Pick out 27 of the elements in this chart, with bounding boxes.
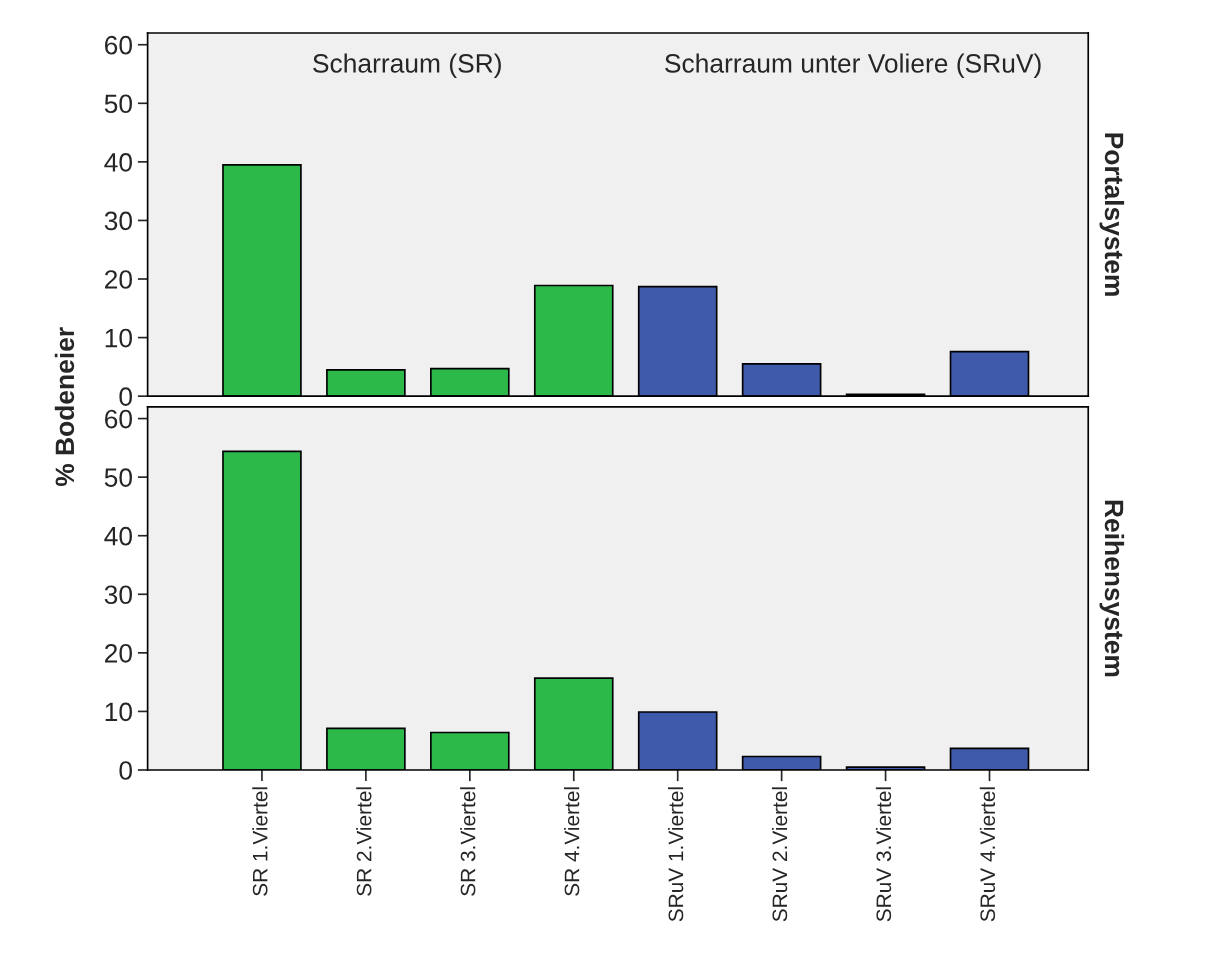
y-axis-title: % Bodeneier (54, 327, 75, 487)
x-tick-label: SRuV 3.Viertel (875, 787, 892, 922)
y-tick-label: 50 (104, 94, 133, 114)
y-tick-label: 10 (105, 702, 133, 722)
y-tick-label: 30 (104, 211, 133, 231)
y-tick-label: 40 (104, 153, 133, 172)
x-tick-label: SR 2.Viertel (356, 787, 372, 896)
y-tick-label: 20 (105, 270, 133, 289)
x-tick-label: SRuV 4.Viertel (979, 787, 996, 922)
y-tick-label: 30 (104, 585, 133, 605)
x-tick-label: SR 4.Viertel (564, 787, 580, 896)
annotation: Scharraum (SR) (313, 53, 501, 78)
y-tick-label: 0 (119, 387, 133, 406)
x-tick-label: SRuV 1.Viertel (667, 787, 684, 922)
y-tick-label: 60 (105, 35, 133, 55)
y-tick-label: 60 (105, 409, 133, 429)
y-tick-label: 10 (105, 328, 133, 348)
x-tick-label: SR 3.Viertel (460, 787, 476, 896)
text: Reihensystem (1099, 500, 1125, 677)
y-tick-label: 20 (105, 643, 133, 663)
y-tick-label: 50 (104, 468, 133, 487)
y-tick-label: 0 (119, 761, 133, 780)
x-tick-label: SR 1.Viertel (252, 787, 268, 896)
y-tick-label: 40 (104, 526, 133, 546)
annotation: Scharraum unter Voliere (SRuV) (665, 53, 1041, 78)
text: Portalsystem (1099, 133, 1125, 296)
x-tick-label: SRuV 2.Viertel (771, 787, 788, 922)
